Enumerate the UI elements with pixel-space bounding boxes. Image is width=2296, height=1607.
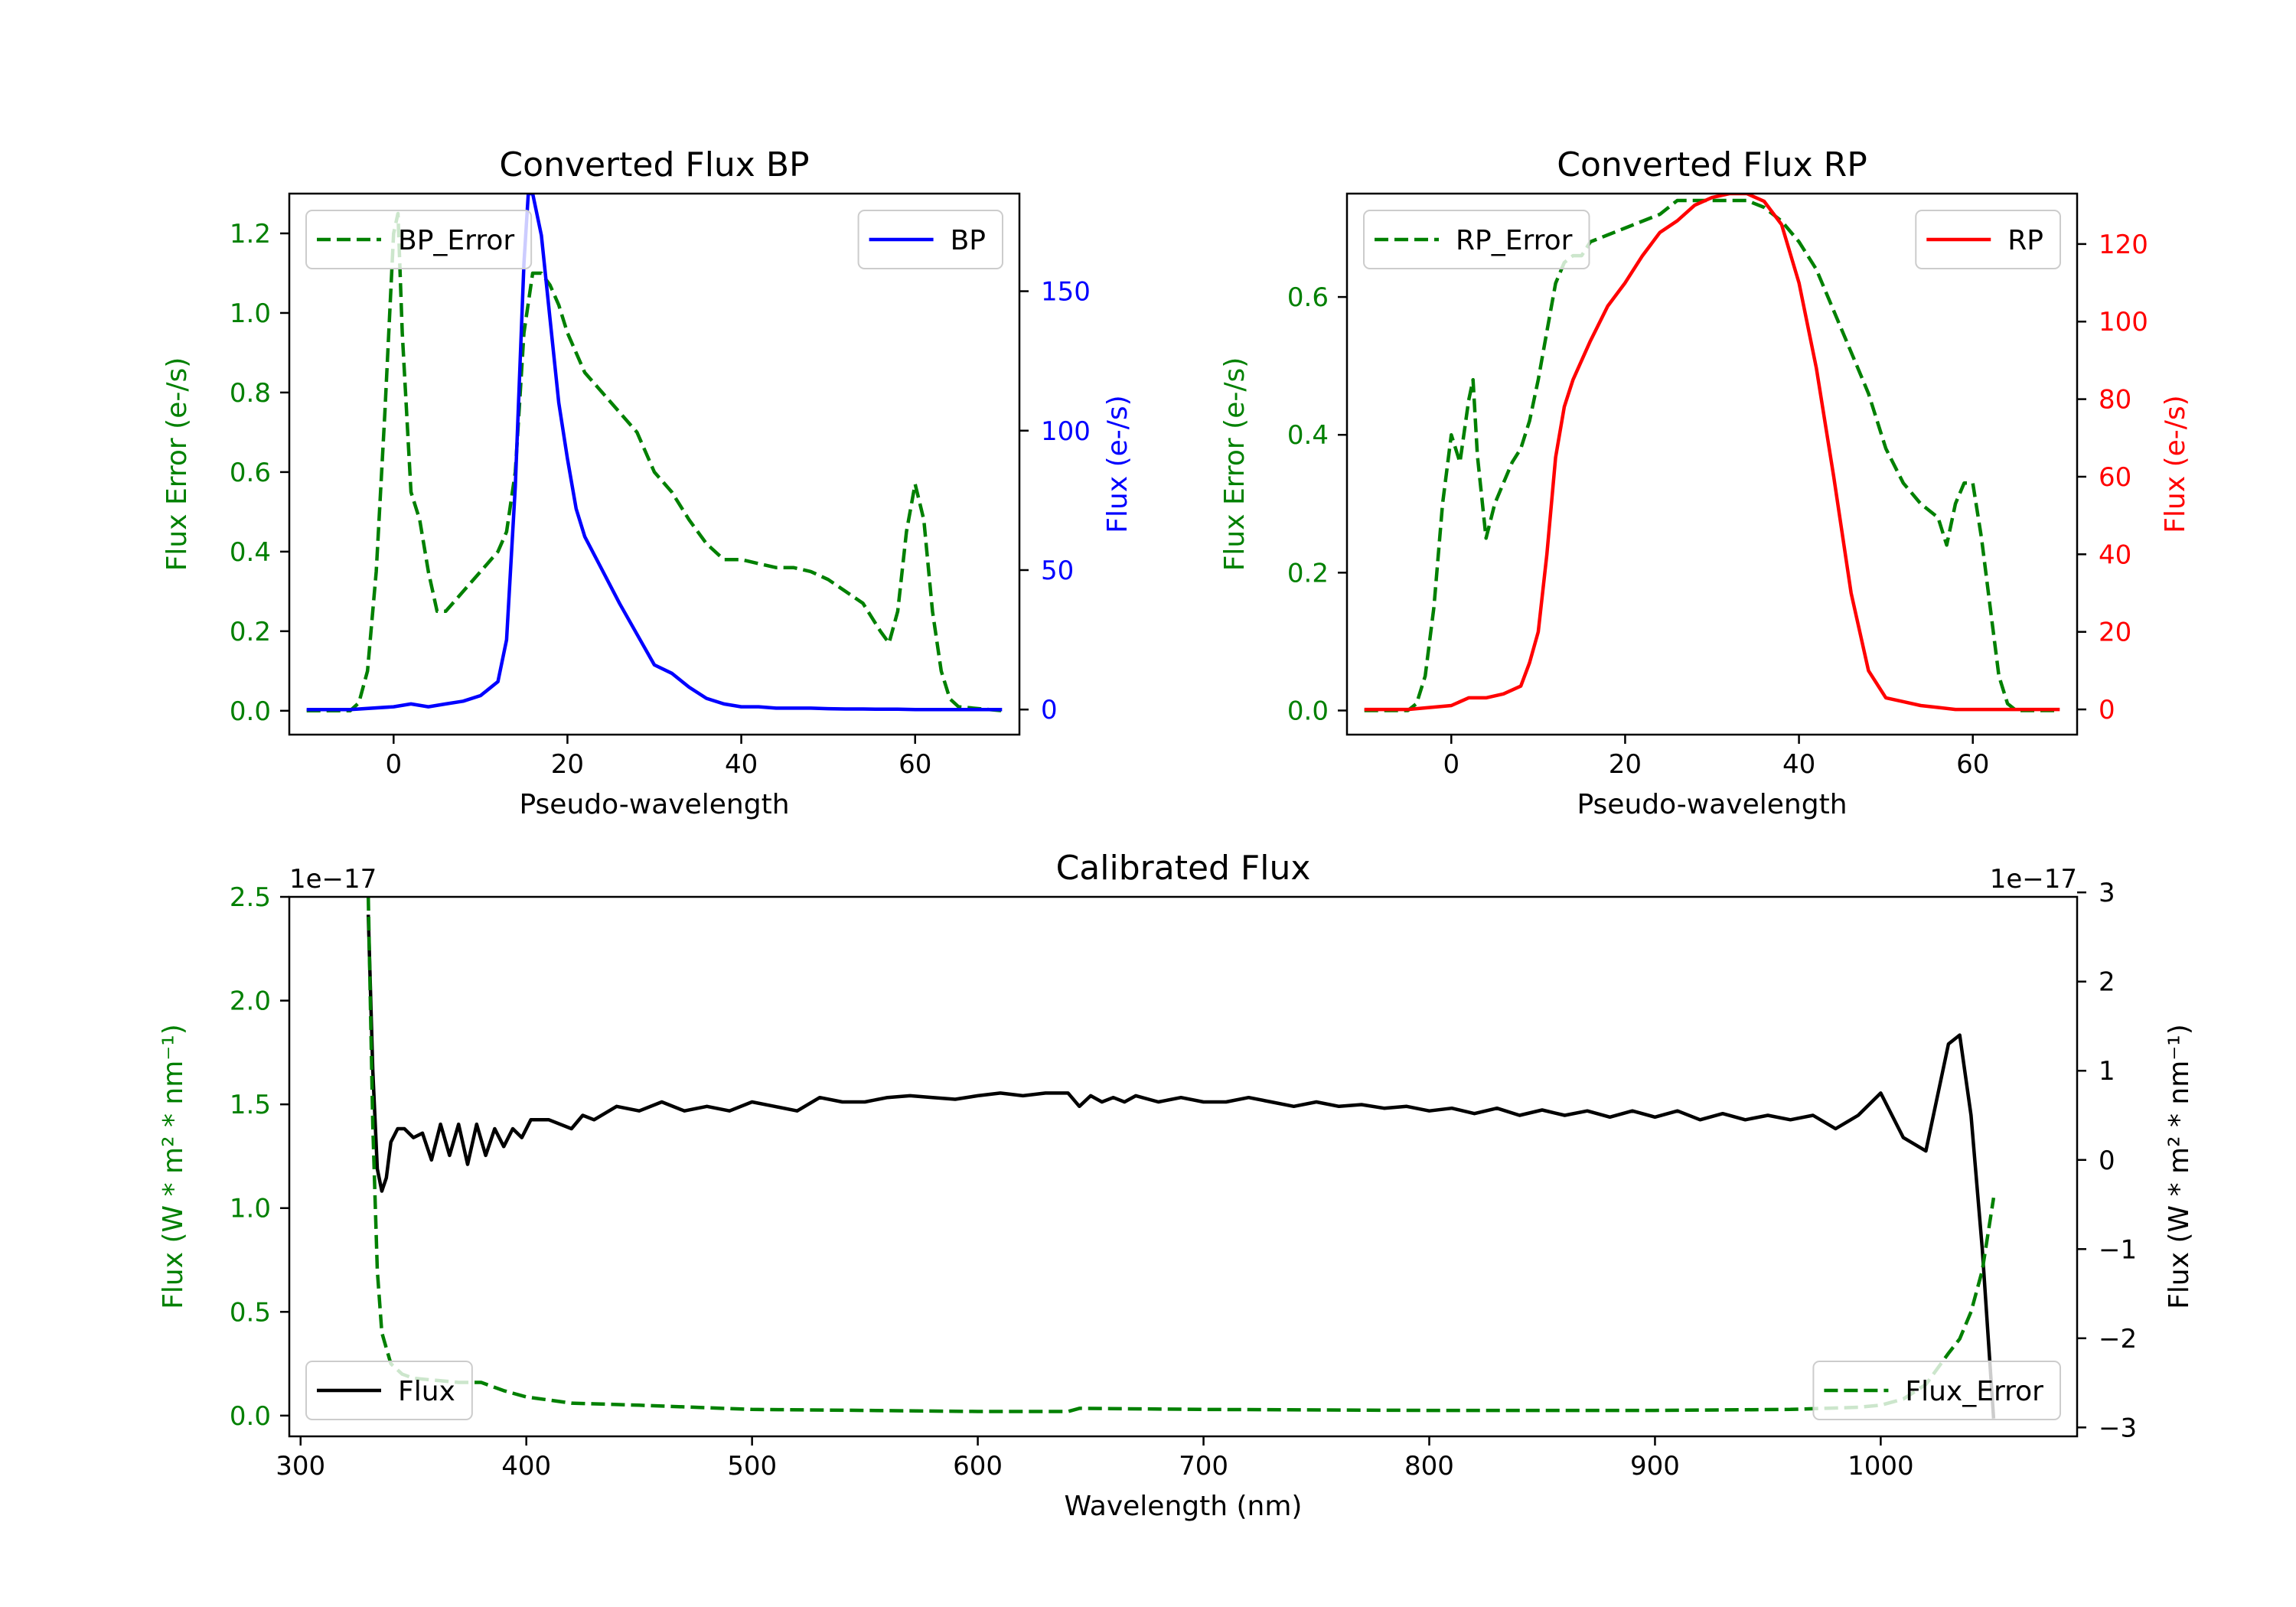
legend: RP_Error [1363, 210, 1590, 269]
legend: Flux_Error [1812, 1361, 2061, 1420]
y-axis-label-right: Flux (W * m² * nm⁻¹) [2164, 1024, 2195, 1309]
series-line-rp [1364, 194, 2060, 712]
y-axis-label-left: Flux Error (e-/s) [1219, 357, 1251, 572]
legend: Flux [305, 1361, 473, 1420]
y-tick-label-right: 100 [1041, 416, 1091, 447]
legend-label: BP_Error [398, 225, 514, 256]
y-tick-label-right: −2 [2099, 1324, 2137, 1354]
chart-title: Converted Flux BP [499, 145, 809, 184]
x-axis-label: Wavelength (nm) [1065, 1491, 1303, 1522]
y-tick-label-left: 0.6 [1287, 282, 1329, 313]
y-axis-label-right: Flux (e-/s) [2160, 395, 2191, 533]
x-tick-label: 500 [727, 1451, 777, 1482]
x-tick-label: 60 [1956, 749, 1989, 780]
x-tick-label: 60 [899, 749, 931, 780]
y-tick-label-left: 1.0 [230, 1194, 271, 1224]
series-line-flux-error [366, 897, 1996, 1413]
y-tick-label-left: 0.0 [230, 1401, 271, 1432]
y-tick-label-right: 3 [2099, 878, 2115, 908]
chart-2: 0 20 40 60 0.0 0.2 0.4 0.6 0 20 40 60 80 100 120 Conver… [1219, 145, 2191, 820]
y-tick-label-left: 2.0 [230, 986, 271, 1017]
x-tick-label: 20 [551, 749, 584, 780]
x-tick-label: 600 [953, 1451, 1003, 1482]
y-axis-label-left: Flux (W * m² * nm⁻¹) [158, 1024, 189, 1309]
y-tick-label-left: 0.4 [230, 537, 271, 568]
y-tick-label-left: 0.0 [230, 696, 271, 727]
chart-title: Converted Flux RP [1557, 145, 1867, 184]
y-tick-label-right: 150 [1041, 277, 1091, 308]
y-tick-label-left: 0.0 [1287, 696, 1329, 726]
y-tick-label-left: 0.8 [230, 378, 271, 409]
y-tick-label-right: 40 [2099, 539, 2131, 570]
y-tick-label-right: 80 [2099, 385, 2131, 416]
x-tick-label: 800 [1404, 1451, 1454, 1482]
chart-3: 300 400 500 600 700 800 900 1000 0.0 0.5 1.0 1.5 2.0… [158, 849, 2195, 1522]
legend-box [1812, 1361, 2061, 1420]
y-tick-label-right: −3 [2099, 1413, 2137, 1443]
chart-1: 0 20 40 60 0.0 0.2 0.4 0.6 0.8 1.0 1.2 0 50 100 150 Con… [161, 145, 1133, 820]
x-tick-label: 0 [1443, 749, 1459, 780]
y-tick-label-left: 0.4 [1287, 420, 1329, 451]
axes-frame [288, 192, 1021, 736]
series-line-rp-error [1364, 198, 2060, 712]
y-axis-label-left: Flux Error (e-/s) [161, 357, 193, 572]
y-tick-label-right: 2 [2099, 967, 2115, 998]
legend-label: Flux_Error [1905, 1376, 2043, 1407]
y-tick-label-left: 0.2 [230, 617, 271, 647]
x-tick-label: 40 [1782, 749, 1815, 780]
legend-box [1363, 210, 1590, 269]
y-tick-label-left: 0.2 [1287, 558, 1329, 588]
y-tick-label-right: 50 [1041, 556, 1074, 586]
series-line-bp-error [306, 211, 1003, 713]
y-tick-label-right: 120 [2099, 230, 2148, 260]
x-tick-label: 700 [1179, 1451, 1228, 1482]
x-tick-label: 20 [1609, 749, 1642, 780]
legend: BP [857, 210, 1003, 269]
x-tick-label: 1000 [1848, 1451, 1914, 1482]
y-tick-label-right: 0 [2099, 695, 2115, 725]
x-tick-label: 900 [1630, 1451, 1680, 1482]
legend-label: RP_Error [1456, 225, 1573, 256]
y-tick-label-left: 0.6 [230, 458, 271, 488]
legend-label: Flux [398, 1376, 455, 1407]
y-tick-label-right: 1 [2099, 1056, 2115, 1087]
x-tick-label: 300 [276, 1451, 325, 1482]
y-tick-label-right: 0 [1041, 695, 1058, 725]
y-tick-label-right: 20 [2099, 618, 2131, 648]
y-tick-label-left: 1.5 [230, 1090, 271, 1120]
y-tick-label-left: 2.5 [230, 882, 271, 913]
legend-label: BP [951, 225, 986, 256]
y-tick-label-right: 0 [2099, 1146, 2115, 1176]
legend-box [305, 210, 533, 269]
offset-label-left: 1e−17 [289, 864, 377, 895]
axes-frame [1345, 192, 2079, 736]
y-tick-label-left: 0.5 [230, 1297, 271, 1328]
y-tick-label-right: 60 [2099, 462, 2131, 493]
legend-box [305, 1361, 473, 1420]
x-axis-label: Pseudo-wavelength [519, 789, 789, 820]
y-tick-label-left: 1.2 [230, 219, 271, 249]
legend: BP_Error [305, 210, 533, 269]
y-tick-label-right: 100 [2099, 307, 2148, 337]
x-tick-label: 40 [725, 749, 758, 780]
x-axis-label: Pseudo-wavelength [1577, 789, 1847, 820]
chart-title: Calibrated Flux [1056, 849, 1311, 888]
x-tick-label: 0 [385, 749, 402, 780]
y-tick-label-right: −1 [2099, 1234, 2137, 1265]
series-line-flux [366, 914, 1996, 1419]
offset-label-right: 1e−17 [1990, 864, 2077, 895]
legend-label: RP [2007, 225, 2043, 256]
y-tick-label-left: 1.0 [230, 298, 271, 329]
series-line-bp [306, 194, 1003, 712]
axes-frame [288, 895, 2079, 1438]
legend: RP [1915, 210, 2061, 269]
x-tick-label: 400 [501, 1451, 551, 1482]
y-axis-label-right: Flux (e-/s) [1102, 395, 1133, 533]
